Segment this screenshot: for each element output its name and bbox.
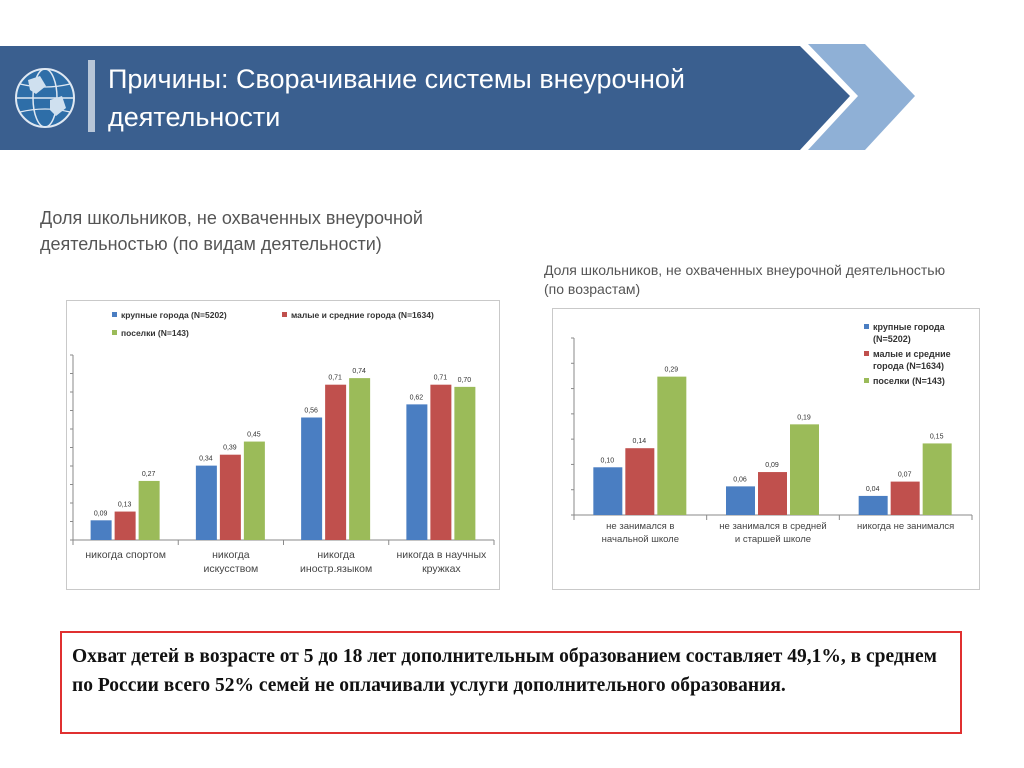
legend-swatch <box>864 324 869 329</box>
legend-swatch <box>864 378 869 383</box>
bar-value-label: 0,71 <box>434 375 448 382</box>
bar-value-label: 0,14 <box>633 438 647 445</box>
bar-value-label: 0,34 <box>199 456 213 463</box>
bar-value-label: 0,09 <box>765 462 779 469</box>
legend-label: города (N=1634) <box>873 361 944 371</box>
legend-swatch <box>282 312 287 317</box>
x-tick-label: иностр.языком <box>300 563 372 575</box>
header-band-shape <box>0 46 850 150</box>
bar-value-label: 0,10 <box>601 457 615 464</box>
chart-1-title: Доля школьников, не охваченных внеурочно… <box>40 208 423 254</box>
bar-1-4 <box>406 404 428 540</box>
legend-label: (N=5202) <box>873 334 911 344</box>
x-tick-label: никогда не занимался <box>857 521 954 532</box>
bar-value-label: 0,62 <box>410 394 424 401</box>
chart-1: 0,09 0,13 0,27 никогда спортом 0,34 0,39 0,45 н… <box>70 310 495 575</box>
bar-3-2 <box>790 424 819 515</box>
bar-value-label: 0,15 <box>930 433 944 440</box>
legend-swatch <box>112 312 117 317</box>
legend-swatch <box>112 330 117 335</box>
bar-3-3 <box>349 378 371 540</box>
bar-value-label: 0,74 <box>352 368 366 375</box>
bar-1-2 <box>195 465 217 540</box>
legend-label: малые и средние <box>873 349 951 359</box>
legend-label: малые и средние города (N=1634) <box>291 310 434 320</box>
bar-value-label: 0,71 <box>328 375 342 382</box>
header-band <box>0 44 915 150</box>
x-tick-label: никогда спортом <box>85 549 166 561</box>
chart-2: 0,10 0,14 0,29 не занимался в начальной школ… <box>571 322 973 545</box>
chart-2-title: Доля школьников, не охваченных внеурочно… <box>544 262 946 297</box>
bar-3-1 <box>657 376 687 515</box>
bar-value-label: 0,29 <box>665 367 679 374</box>
x-tick-label: никогда в научных <box>396 549 487 561</box>
bar-value-label: 0,06 <box>733 476 747 483</box>
bar-2-1 <box>114 511 136 540</box>
bar-value-label: 0,09 <box>94 510 108 517</box>
globe-icon <box>15 68 75 128</box>
x-tick-label: не занимался в средней <box>719 521 826 532</box>
summary-box: Охват детей в возрасте от 5 до 18 лет до… <box>60 631 962 734</box>
legend-label: поселки (N=143) <box>873 376 945 386</box>
slide-title: Причины: Сворачивание системы внеурочной… <box>108 64 685 132</box>
bar-value-label: 0,45 <box>247 432 261 439</box>
bar-1-1 <box>593 467 623 515</box>
bar-3-4 <box>454 386 476 540</box>
bar-value-label: 0,70 <box>458 377 472 384</box>
bar-value-label: 0,04 <box>866 486 880 493</box>
bar-value-label: 0,27 <box>142 471 156 478</box>
bar-1-1 <box>90 520 112 540</box>
x-tick-label: не занимался в <box>606 521 674 532</box>
bar-value-label: 0,56 <box>304 408 318 415</box>
bar-2-2 <box>758 472 787 515</box>
bar-1-2 <box>726 486 755 515</box>
bar-2-3 <box>325 384 347 540</box>
legend-label: крупные города <box>873 322 946 332</box>
x-tick-label: и старшей школе <box>735 534 811 545</box>
legend-label: поселки (N=143) <box>121 328 189 338</box>
x-tick-label: кружках <box>422 563 461 575</box>
bar-1-3 <box>858 495 888 515</box>
bar-value-label: 0,19 <box>797 414 811 421</box>
header-arrow-shape <box>808 44 915 150</box>
legend-swatch <box>864 351 869 356</box>
bar-value-label: 0,13 <box>118 502 132 509</box>
x-tick-label: начальной школе <box>602 534 679 545</box>
x-tick-label: искусством <box>203 563 258 575</box>
bar-2-4 <box>430 384 452 540</box>
x-tick-label: никогда <box>317 549 355 561</box>
chart-2-frame <box>552 308 980 590</box>
bar-3-1 <box>138 480 160 540</box>
bar-value-label: 0,07 <box>898 472 912 479</box>
bar-3-3 <box>922 443 952 515</box>
bar-1-3 <box>301 417 323 540</box>
x-tick-label: никогда <box>212 549 250 561</box>
header-divider <box>88 60 95 132</box>
bar-2-3 <box>890 481 920 515</box>
bar-2-2 <box>219 454 241 540</box>
legend-label: крупные города (N=5202) <box>121 310 227 320</box>
bar-2-1 <box>625 448 655 515</box>
bar-value-label: 0,39 <box>223 445 237 452</box>
bar-3-2 <box>243 441 265 540</box>
